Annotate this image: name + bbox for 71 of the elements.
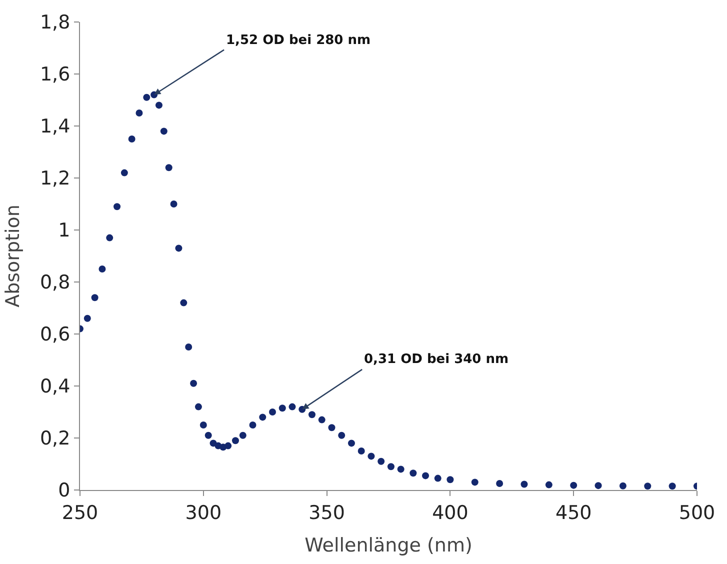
point <box>288 403 296 410</box>
point <box>269 408 276 416</box>
point <box>190 380 198 387</box>
y-tick-label: 1,8 <box>40 12 70 34</box>
point <box>165 164 172 172</box>
point <box>239 432 246 439</box>
point <box>175 244 182 252</box>
point <box>278 404 286 412</box>
point <box>180 299 188 306</box>
point <box>259 414 266 421</box>
point <box>338 432 346 439</box>
point <box>410 470 417 477</box>
point <box>114 203 121 210</box>
point <box>434 474 442 482</box>
y-axis-title: Absorption <box>2 204 24 308</box>
point <box>136 110 143 116</box>
y-tick-label: 0 <box>58 480 70 502</box>
point <box>185 344 192 350</box>
point <box>98 266 106 272</box>
annotation: 0,31 OD bei 340 nm <box>364 352 509 367</box>
point <box>619 482 626 490</box>
point <box>224 442 232 450</box>
point <box>143 94 150 101</box>
point <box>496 480 504 487</box>
point <box>545 481 552 488</box>
point <box>170 200 178 208</box>
point <box>378 458 385 465</box>
point <box>200 422 207 428</box>
point <box>397 466 404 473</box>
y-tick-label: 0,2 <box>40 428 70 450</box>
point <box>120 169 128 176</box>
y-tick-label: 0,8 <box>40 272 70 294</box>
point <box>358 448 365 454</box>
x-tick-label: 500 <box>678 502 716 524</box>
x-tick-label: 300 <box>185 502 222 524</box>
x-tick-label: 250 <box>62 502 98 524</box>
x-tick-label: 400 <box>432 502 468 524</box>
x-tick-label: 450 <box>555 502 592 524</box>
point <box>106 234 114 242</box>
point <box>91 294 98 302</box>
point <box>155 102 162 109</box>
point <box>570 482 578 489</box>
y-tick-label: 1,2 <box>40 168 70 190</box>
point <box>249 422 256 428</box>
point <box>446 476 454 484</box>
x-tick-label: 350 <box>308 502 345 524</box>
y-tick-label: 1,6 <box>40 64 70 86</box>
point <box>128 136 136 142</box>
point <box>348 440 355 447</box>
point <box>594 482 602 490</box>
point <box>471 478 478 486</box>
point <box>422 472 430 480</box>
point <box>328 424 336 432</box>
x-axis-title: Wellenlänge (nm) <box>304 534 472 557</box>
point <box>318 416 326 424</box>
point <box>520 480 528 488</box>
point <box>194 403 202 410</box>
y-tick-label: 0,4 <box>40 376 70 398</box>
point <box>387 463 394 470</box>
y-tick-label: 0,6 <box>40 324 70 346</box>
point <box>644 482 652 490</box>
y-tick-label: 1 <box>58 220 70 242</box>
point <box>160 128 168 135</box>
point <box>368 452 375 460</box>
point <box>308 411 316 418</box>
point <box>668 482 676 490</box>
point <box>232 437 239 444</box>
point <box>84 314 91 322</box>
annotation: 1,52 OD bei 280 nm <box>226 33 371 48</box>
y-tick-label: 1,4 <box>40 116 70 138</box>
point <box>204 432 212 439</box>
